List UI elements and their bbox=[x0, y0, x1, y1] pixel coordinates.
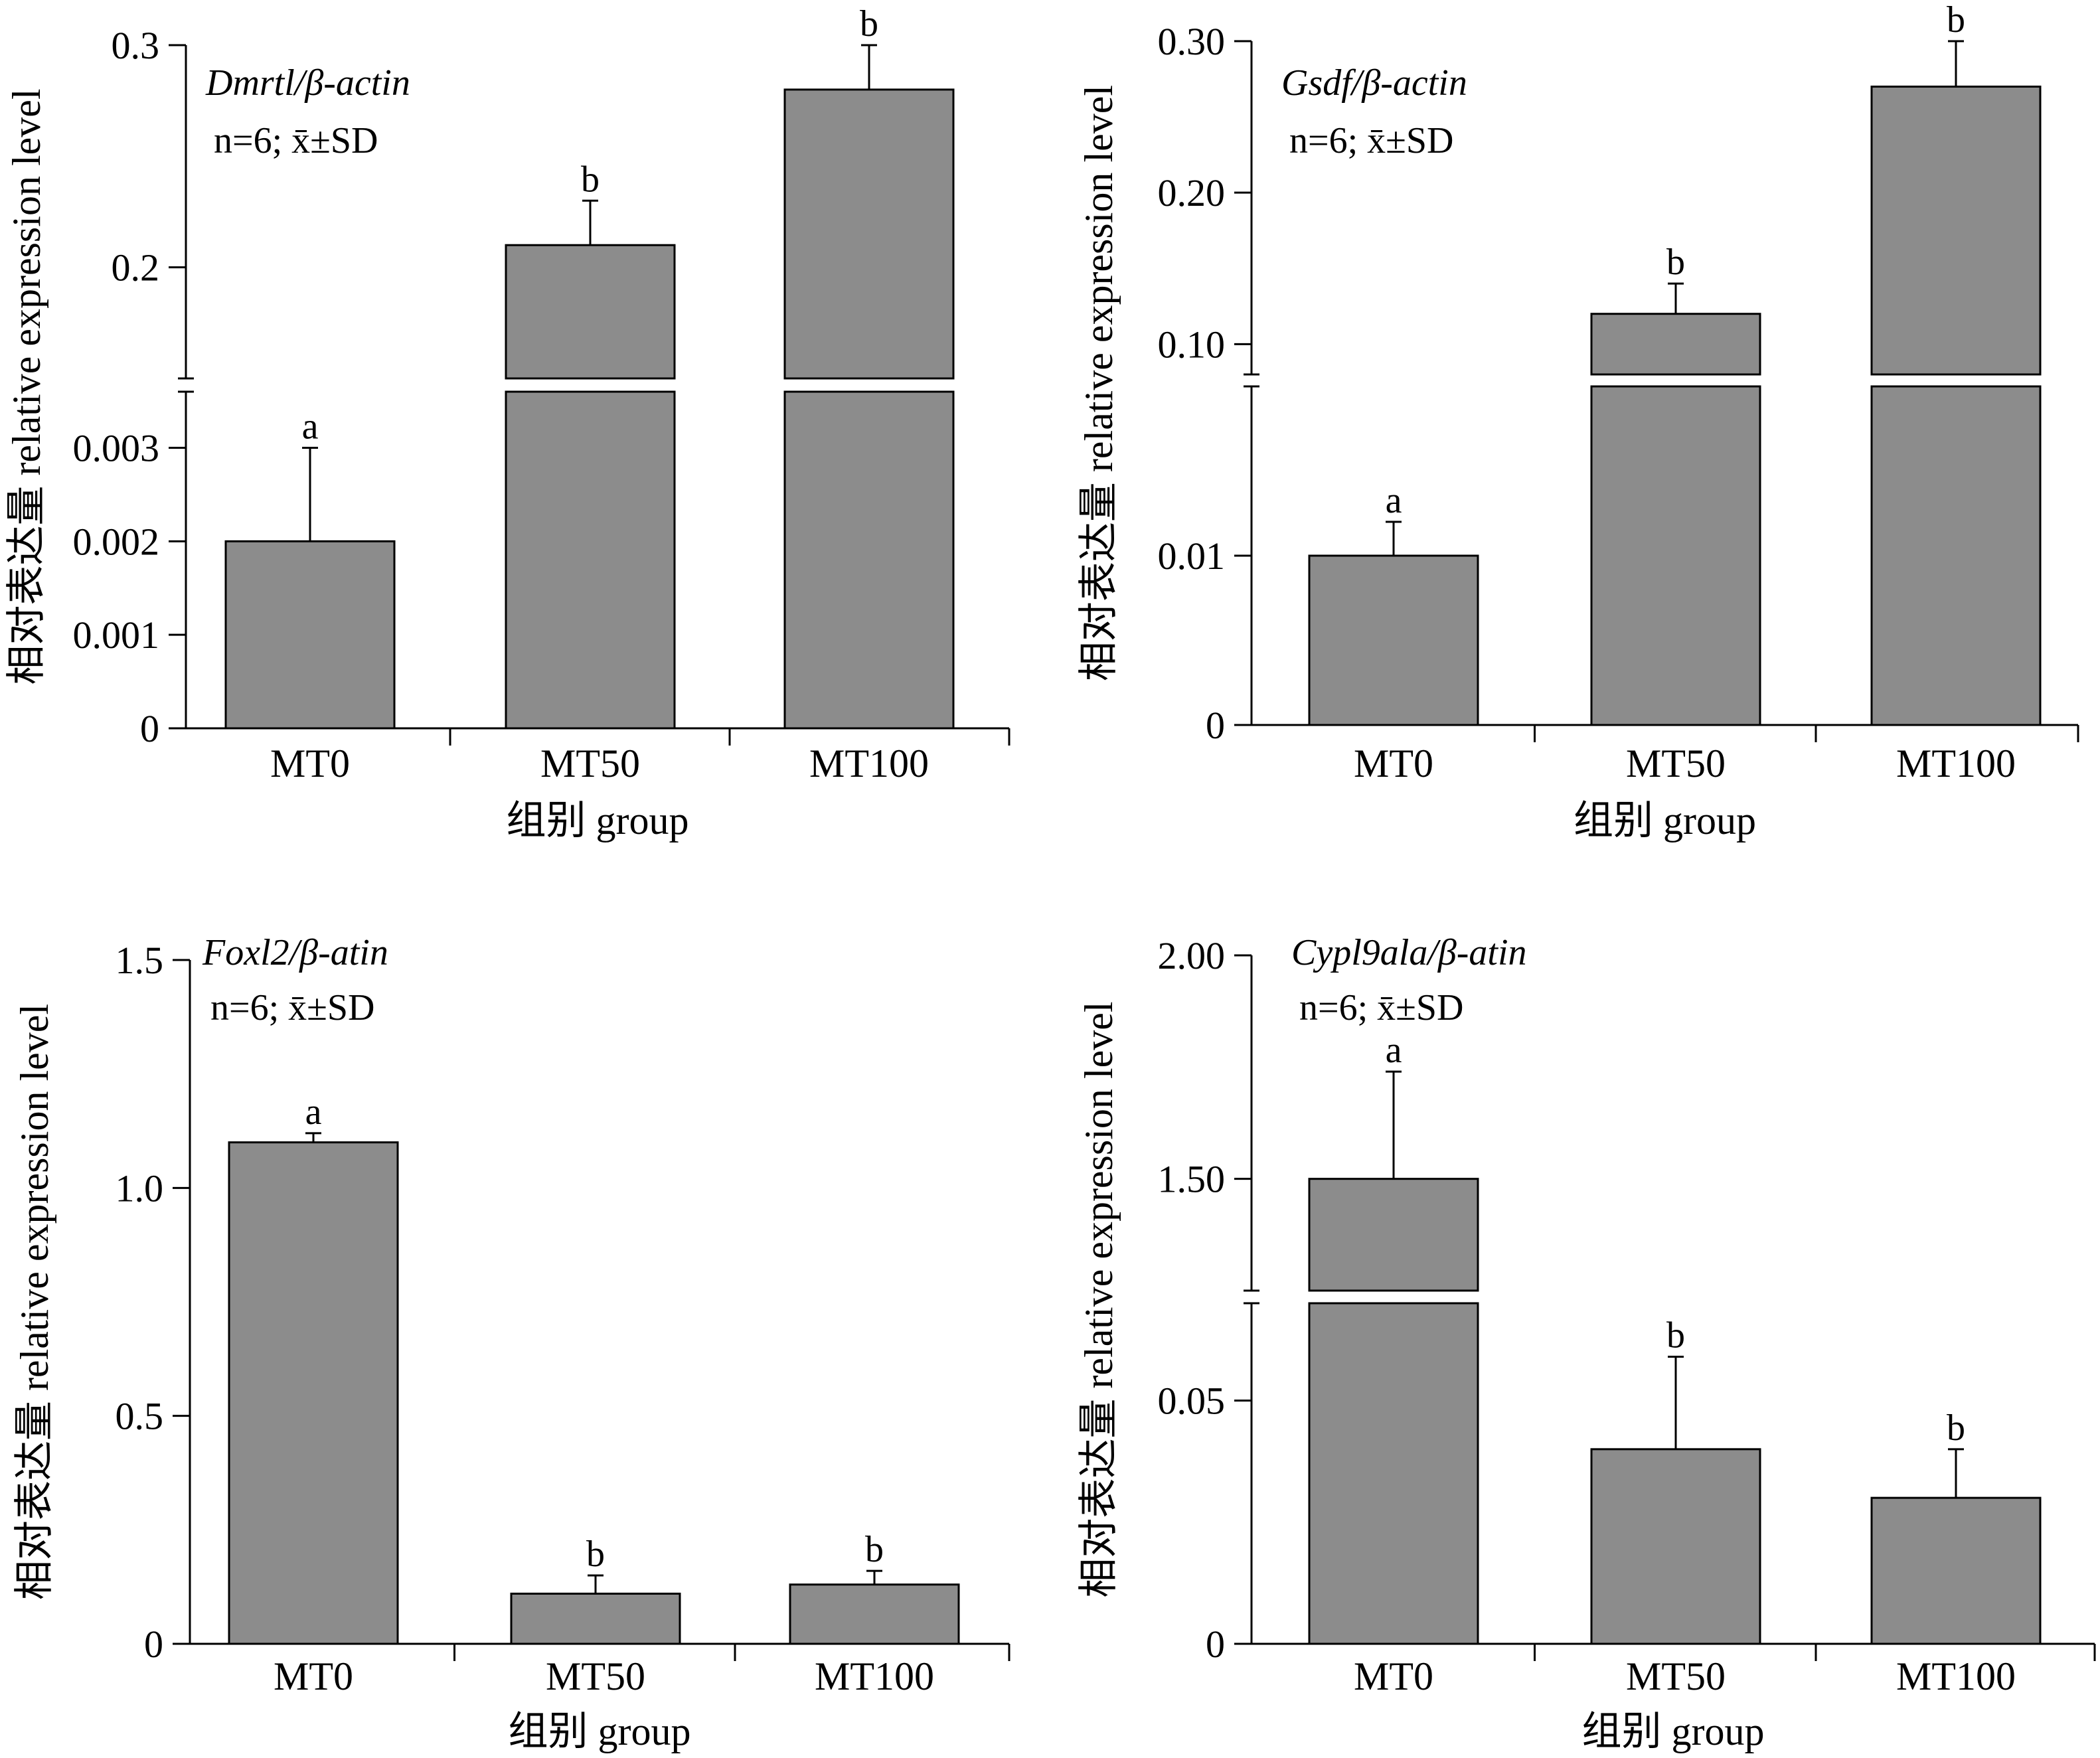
error-bar-mt50 bbox=[1668, 1356, 1684, 1449]
y-axis: 0 0.5 1.0 1.5 bbox=[116, 939, 191, 1666]
bar-mt0 bbox=[224, 540, 396, 730]
y-axis-title: 相对表达量 relative expression level bbox=[1077, 85, 1121, 681]
x-tick-label: MT0 bbox=[274, 1654, 353, 1698]
x-axis-title: 组别 group bbox=[509, 1710, 691, 1753]
error-bar-mt100 bbox=[861, 44, 877, 90]
y-tick-label: 1.0 bbox=[116, 1166, 164, 1210]
y-tick-label: 2.00 bbox=[1158, 934, 1226, 977]
error-bar-mt0 bbox=[302, 447, 318, 542]
error-bar-mt100 bbox=[1948, 40, 1964, 87]
x-axis bbox=[1252, 1642, 2096, 1661]
significance-label: b bbox=[586, 1534, 605, 1575]
bar-mt0 bbox=[1308, 1178, 1479, 1645]
y-axis-title: 相对表达量 relative expression level bbox=[5, 88, 48, 684]
y-axis-title: 相对表达量 relative expression level bbox=[13, 1004, 56, 1600]
y-tick-label: 0.3 bbox=[112, 24, 160, 67]
y-tick-label: 0.001 bbox=[73, 613, 160, 657]
bar-mt100 bbox=[783, 88, 955, 730]
bar-mt0 bbox=[228, 1141, 399, 1645]
chart-panel-2: a MT0 b MT50 b MT100 0 0.01 0.10 0.20 0.30 组别 group… bbox=[1077, 0, 2079, 842]
gene-title: Dmrtl/β-actin bbox=[205, 62, 410, 104]
significance-label: b bbox=[860, 3, 878, 44]
y-tick-label: 0.5 bbox=[116, 1395, 164, 1438]
y-tick-label: 0 bbox=[1206, 704, 1225, 747]
y-tick-label: 0.2 bbox=[112, 246, 160, 289]
y-tick-label: 1.50 bbox=[1158, 1158, 1226, 1201]
bar-mt100 bbox=[1870, 85, 2042, 726]
chart-panel-1: a MT0 b MT50 b MT100 0 0.001 0.002 0.003 0.2 0.3 组别 … bbox=[5, 3, 1010, 842]
bar-mt100 bbox=[1870, 1496, 2042, 1645]
significance-label: a bbox=[1386, 480, 1402, 521]
gene-title: Gsdf/β-actin bbox=[1281, 62, 1467, 104]
x-tick-label: MT50 bbox=[1626, 1654, 1726, 1698]
x-axis-title: 组别 group bbox=[507, 799, 689, 842]
y-tick-label: 0.05 bbox=[1158, 1380, 1226, 1423]
x-axis-title: 组别 group bbox=[1582, 1710, 1765, 1753]
significance-label: b bbox=[1666, 242, 1685, 283]
error-bar-mt50 bbox=[1668, 282, 1684, 314]
y-axis: 0 0.001 0.002 0.003 0.2 0.3 bbox=[73, 24, 194, 750]
error-bar-mt0 bbox=[1386, 520, 1402, 556]
x-tick-label: MT100 bbox=[809, 742, 929, 785]
x-axis bbox=[186, 727, 1010, 746]
y-tick-label: 0 bbox=[1206, 1623, 1225, 1666]
x-axis bbox=[190, 1642, 1010, 1661]
significance-label: b bbox=[865, 1529, 884, 1570]
bar-mt50 bbox=[1590, 1448, 1761, 1645]
x-tick-label: MT100 bbox=[1896, 742, 2016, 785]
significance-label: a bbox=[305, 1091, 322, 1133]
y-axis-title: 相对表达量 relative expression level bbox=[1077, 1001, 1121, 1597]
chart-panel-4: a MT0 b MT50 b MT100 0 0.05 1.50 2.00 组别 group 相对表达… bbox=[1077, 932, 2096, 1753]
x-tick-label: MT0 bbox=[270, 742, 350, 785]
stat-label: n=6; x̄±SD bbox=[214, 120, 378, 161]
error-bar-mt50 bbox=[582, 199, 598, 246]
x-tick-label: MT100 bbox=[815, 1654, 934, 1698]
y-tick-label: 0.01 bbox=[1158, 534, 1226, 578]
stat-label: n=6; x̄±SD bbox=[1289, 120, 1453, 161]
x-tick-label: MT0 bbox=[1354, 1654, 1433, 1698]
y-tick-label: 0.30 bbox=[1158, 20, 1226, 63]
gene-title: Cypl9ala/β-atin bbox=[1291, 932, 1527, 973]
stat-label: n=6; x̄±SD bbox=[210, 987, 374, 1028]
x-axis-title: 组别 group bbox=[1574, 799, 1756, 842]
y-tick-label: 0 bbox=[144, 1623, 163, 1666]
stat-label: n=6; x̄±SD bbox=[1299, 987, 1463, 1028]
x-tick-label: MT50 bbox=[1626, 742, 1726, 785]
y-tick-label: 0.002 bbox=[73, 520, 160, 563]
x-tick-label: MT50 bbox=[540, 742, 640, 785]
x-tick-label: MT100 bbox=[1896, 1654, 2016, 1698]
error-bar-mt100 bbox=[1948, 1448, 1964, 1498]
x-tick-label: MT0 bbox=[1354, 742, 1433, 785]
x-axis bbox=[1252, 724, 2079, 742]
significance-label: a bbox=[302, 406, 319, 447]
bar-mt0 bbox=[1308, 554, 1479, 726]
error-bar-mt50 bbox=[588, 1574, 604, 1594]
bar-mt50 bbox=[505, 244, 676, 730]
y-axis: 0 0.05 1.50 2.00 bbox=[1158, 934, 1259, 1666]
y-tick-label: 0.10 bbox=[1158, 323, 1226, 366]
error-bar-mt100 bbox=[866, 1569, 882, 1585]
significance-label: b bbox=[581, 159, 600, 200]
x-tick-label: MT50 bbox=[546, 1654, 645, 1698]
chart-panel-3: a MT0 b MT50 b MT100 0 0.5 1.0 1.5 组别 group 相对表达量 r… bbox=[13, 932, 1010, 1753]
error-bar-mt0 bbox=[305, 1132, 321, 1143]
y-tick-label: 0.003 bbox=[73, 427, 160, 470]
y-tick-label: 0.20 bbox=[1158, 171, 1226, 214]
y-axis: 0 0.01 0.10 0.20 0.30 bbox=[1158, 20, 1259, 747]
bar-mt100 bbox=[789, 1583, 960, 1645]
significance-label: b bbox=[1947, 1407, 1965, 1449]
significance-label: b bbox=[1947, 0, 1965, 40]
y-tick-label: 1.5 bbox=[116, 939, 164, 982]
error-bar-mt0 bbox=[1386, 1070, 1402, 1179]
y-tick-label: 0 bbox=[140, 707, 159, 750]
gene-title: Foxl2/β-atin bbox=[202, 932, 388, 973]
significance-label: a bbox=[1386, 1030, 1402, 1071]
bar-mt50 bbox=[510, 1592, 681, 1645]
significance-label: b bbox=[1666, 1315, 1685, 1356]
bar-mt50 bbox=[1590, 313, 1761, 726]
